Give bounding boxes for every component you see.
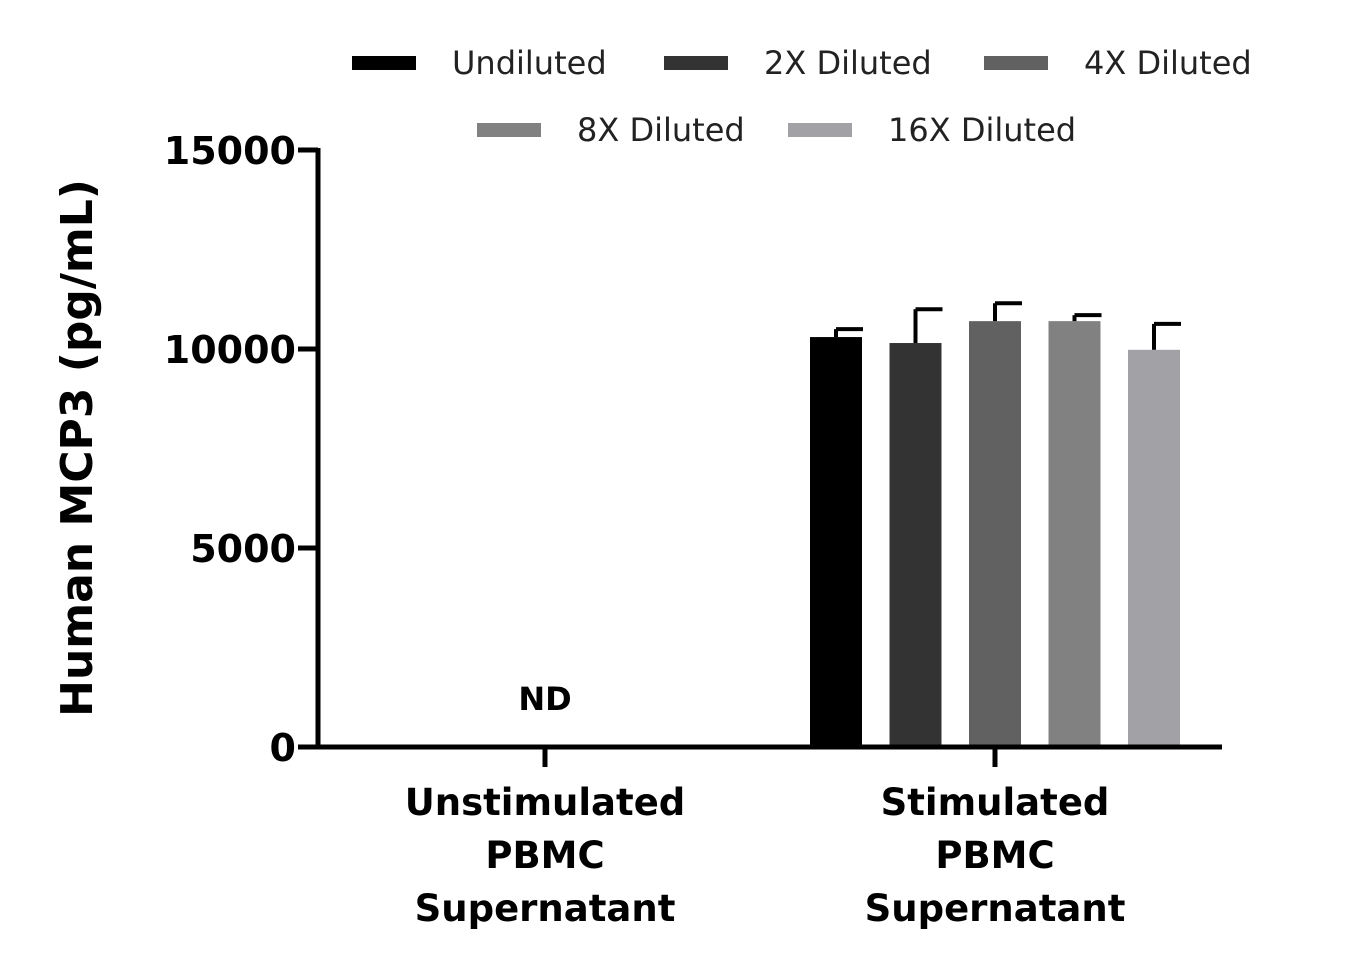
bar [810, 337, 862, 747]
legend-label: 4X Diluted [1084, 44, 1252, 82]
legend-swatch [664, 56, 728, 70]
legend-label: 8X Diluted [577, 111, 745, 149]
chart-labels: 0 5000 10000 15000 Unstimulated PBMC Supernata… [52, 129, 1125, 930]
bar [969, 321, 1021, 747]
legend-label: 2X Diluted [764, 44, 932, 82]
bar [1048, 321, 1101, 747]
chart-legend: Undiluted 2X Diluted 4X Diluted 8X Diluted 1… [352, 44, 1252, 149]
legend-label: Undiluted [452, 44, 607, 82]
legend-item: Undiluted [352, 44, 607, 82]
legend-swatch [788, 123, 852, 137]
legend-swatch [477, 123, 541, 137]
legend-swatch [984, 56, 1048, 70]
bar [1128, 349, 1180, 747]
legend-item: 16X Diluted [788, 111, 1076, 149]
bar-group [810, 301, 1181, 747]
y-tick-label: 0 [270, 726, 296, 770]
chart-axes [298, 147, 1222, 767]
x-category-label: Unstimulated [405, 781, 686, 824]
x-category-label: PBMC [935, 834, 1054, 877]
x-category-label: Stimulated [881, 781, 1110, 824]
legend-item: 2X Diluted [664, 44, 932, 82]
legend-item: 8X Diluted [477, 111, 745, 149]
bar [889, 343, 942, 747]
y-tick-label: 10000 [164, 328, 296, 372]
y-tick-label: 5000 [190, 527, 296, 571]
x-category-label: PBMC [485, 834, 604, 877]
x-category-label: Supernatant [865, 887, 1126, 930]
x-category-label: Supernatant [415, 887, 676, 930]
legend-label: 16X Diluted [888, 111, 1076, 149]
nd-annotation: ND [518, 680, 571, 718]
y-tick-label: 15000 [164, 129, 296, 173]
legend-swatch [352, 56, 416, 70]
legend-item: 4X Diluted [984, 44, 1252, 82]
y-axis-title: Human MCP3 (pg/mL) [52, 179, 103, 717]
